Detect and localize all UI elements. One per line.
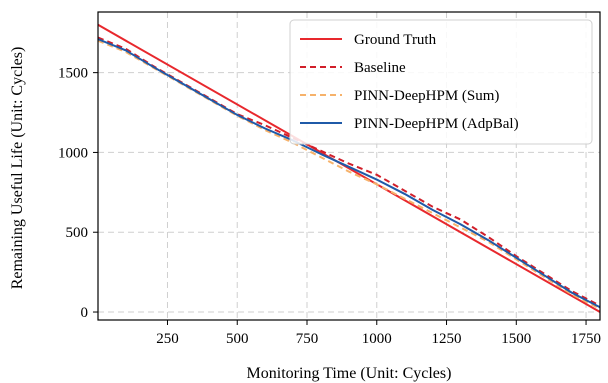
legend-label-1: Baseline (354, 60, 406, 76)
y-tick-label: 0 (81, 305, 89, 321)
x-tick-label: 500 (226, 331, 249, 347)
ticks: 250 500 750 1000 1250 1500 1750 0 500 1000 1500 (58, 66, 601, 347)
series-lines (97, 23, 601, 313)
legend: Ground Truth Baseline PINN-DeepHPM (Sum) PI… (289, 19, 593, 145)
y-tick-label: 1000 (58, 145, 88, 161)
axes (97, 11, 601, 321)
x-tick-label: 1250 (432, 331, 462, 347)
series-line-3 (97, 38, 601, 309)
y-tick-label: 1500 (58, 66, 88, 82)
x-tick-label: 1500 (501, 331, 531, 347)
x-tick-label: 750 (296, 331, 319, 347)
legend-label-3: PINN-DeepHPM (AdpBal) (354, 116, 519, 132)
x-tick-label: 1000 (362, 331, 392, 347)
legend-label-2: PINN-DeepHPM (Sum) (354, 88, 499, 104)
y-tick-label: 500 (66, 225, 89, 241)
legend-box (289, 19, 593, 145)
y-axis-label: Remaining Useful Life (Unit: Cycles) (9, 47, 26, 290)
plot-frame (97, 11, 601, 321)
x-tick-label: 1750 (571, 331, 601, 347)
x-tick-label: 250 (156, 331, 179, 347)
legend-label-0: Ground Truth (354, 32, 437, 48)
series-line-0 (97, 23, 601, 313)
x-axis-label: Monitoring Time (Unit: Cycles) (247, 365, 452, 382)
